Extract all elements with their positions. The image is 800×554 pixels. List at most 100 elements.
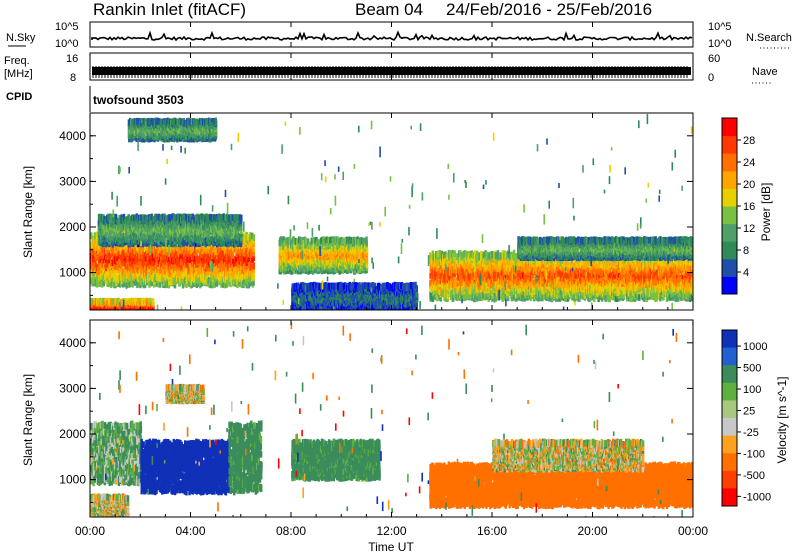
data-cell (101, 268, 105, 276)
station-title: Rankin Inlet (fitACF) (93, 0, 246, 19)
data-cell (252, 272, 255, 280)
data-cell (102, 310, 104, 317)
data-cell (102, 279, 106, 287)
data-cell (109, 213, 112, 221)
data-cell (146, 309, 149, 310)
data-cell (119, 265, 123, 273)
data-cell (279, 236, 283, 243)
data-cell (214, 248, 217, 255)
data-cell (176, 213, 179, 221)
data-cell (286, 260, 289, 267)
data-cell (166, 267, 170, 275)
data-cell (114, 309, 117, 310)
data-cell (288, 236, 292, 244)
data-cell (169, 278, 172, 286)
data-cell (200, 264, 204, 271)
data-cell (124, 273, 127, 281)
data-cell (106, 253, 109, 261)
data-cell (205, 213, 208, 221)
data-cell (186, 256, 189, 264)
data-cell (97, 213, 101, 221)
data-cell (244, 231, 247, 239)
cpid-value: twofsound 3503 (93, 93, 184, 107)
nsky-tick-top: 10^5 (55, 21, 79, 33)
data-cell (101, 273, 104, 281)
data-cell (179, 244, 182, 251)
data-cell (244, 272, 247, 280)
data-cell (105, 277, 108, 284)
data-cell (109, 271, 112, 279)
data-cell (198, 256, 201, 264)
data-cell (110, 220, 113, 228)
data-cell (320, 261, 324, 269)
data-cell (189, 256, 192, 264)
data-cell (104, 223, 107, 230)
data-cell (167, 227, 170, 234)
data-cell (164, 273, 167, 281)
data-cell (215, 266, 219, 274)
data-cell (109, 309, 112, 310)
data-cell (99, 255, 102, 263)
nsky-label: N.Sky (6, 32, 36, 44)
data-cell (202, 252, 205, 259)
data-cell (317, 258, 320, 266)
data-cell (222, 255, 226, 263)
data-cell (159, 250, 162, 258)
data-cell (140, 309, 143, 310)
data-cell (184, 213, 188, 221)
data-cell (235, 266, 238, 273)
data-cell (235, 221, 238, 229)
data-cell (215, 258, 219, 266)
data-cell (133, 231, 136, 238)
data-cell (233, 273, 236, 280)
data-cell (157, 264, 160, 272)
data-cell (166, 272, 169, 280)
data-cell (194, 231, 198, 238)
data-cell (143, 248, 147, 256)
data-cell (215, 270, 218, 278)
data-cell (221, 276, 224, 284)
data-cell (115, 278, 118, 286)
data-cell (189, 213, 192, 221)
data-cell (120, 256, 124, 263)
data-cell (155, 280, 158, 287)
data-cell (173, 253, 176, 260)
nsky-panel: N.Sky 10^5 10^0 N.Search 10^5 10^0 (6, 21, 792, 50)
beam-title: Beam 04 (355, 0, 423, 19)
data-cell (251, 232, 254, 240)
data-cell (299, 236, 302, 244)
data-cell (197, 217, 200, 225)
data-cell (132, 256, 135, 264)
data-cell (297, 258, 301, 266)
data-cell (122, 232, 126, 240)
data-cell (157, 280, 160, 288)
data-cell (108, 253, 111, 260)
data-cell (90, 232, 93, 240)
data-cell (293, 238, 296, 245)
data-cell (93, 239, 97, 247)
data-cell (152, 309, 155, 310)
data-cell (288, 249, 292, 257)
nave-label: Nave (752, 66, 778, 78)
data-cell (216, 220, 220, 228)
nsearch-tick-bottom: 10^0 (708, 38, 732, 50)
nsearch-label: N.Search (746, 32, 792, 44)
data-cell (94, 260, 98, 267)
data-cell (158, 255, 162, 262)
data-cell (134, 272, 138, 280)
data-cell (159, 280, 162, 288)
data-cell (137, 309, 140, 310)
data-cell (172, 261, 175, 268)
data-cell (192, 266, 196, 274)
data-cell (222, 281, 225, 289)
data-cell (190, 278, 193, 286)
nave-tick-bottom: 0 (708, 72, 714, 84)
data-cell (185, 281, 188, 289)
data-cell (98, 267, 101, 275)
data-cell (228, 248, 231, 256)
data-cell (183, 264, 187, 272)
data-cell (102, 251, 105, 259)
data-cell (170, 274, 173, 282)
data-cell (95, 309, 99, 310)
data-cell (95, 267, 99, 275)
